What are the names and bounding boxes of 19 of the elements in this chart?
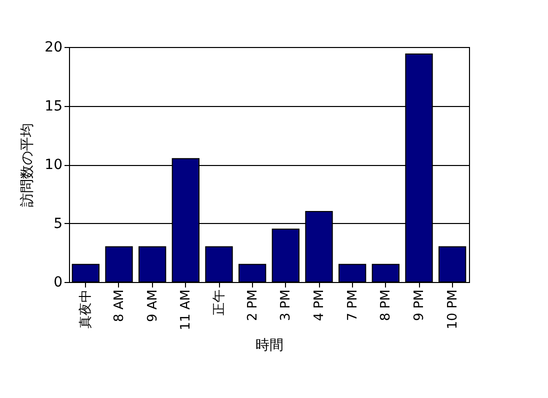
x-tick-label: 真夜中 [78,290,94,328]
x-tick-label: 正午 [212,290,227,316]
x-tick-label: 7 PM [345,290,360,321]
y-tick-label: 0 [54,274,62,290]
x-tick-label: 2 PM [245,290,260,321]
y-axis-title: 訪問数の平均 [20,123,36,207]
x-tick-label: 9 AM [145,290,160,322]
y-tick-label: 5 [54,216,62,232]
y-tick-label: 20 [44,40,62,56]
x-tick-label: 8 PM [378,290,394,321]
x-tick-label: 11 AM [178,290,194,330]
x-tick-label: 8 AM [112,290,127,322]
x-tick-label: 9 PM [412,290,427,321]
x-tick-label: 3 PM [278,290,294,321]
y-tick-label: 15 [44,98,62,114]
x-tick-label: 4 PM [312,290,327,321]
y-tick-label: 10 [44,157,62,173]
x-tick-label: 10 PM [445,290,460,330]
x-axis-title: 時間 [256,337,284,354]
